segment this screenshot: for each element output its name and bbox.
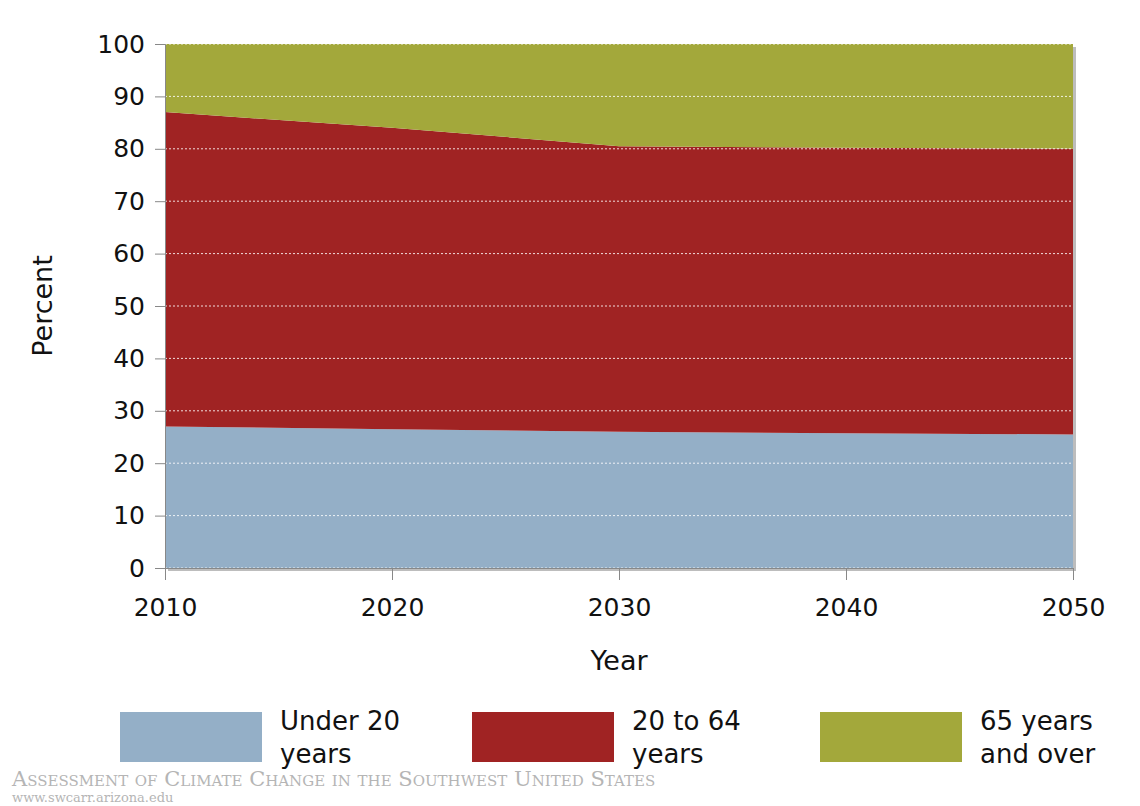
y-tick-mark: [155, 201, 165, 202]
y-tick-mark: [155, 463, 165, 464]
x-tick-label: 2050: [1042, 593, 1106, 622]
y-tick-label: 100: [97, 30, 145, 59]
y-tick: 80: [113, 134, 165, 163]
x-tick-label: 2030: [588, 593, 652, 622]
y-tick-mark: [155, 254, 165, 255]
x-tick: 2030: [588, 568, 652, 622]
grid-line: [165, 306, 1073, 307]
grid-line: [165, 410, 1073, 411]
legend-item: Under 20years: [120, 706, 400, 769]
legend-label: Under 20years: [280, 706, 400, 769]
grid-line: [165, 253, 1073, 254]
x-tick-mark: [165, 568, 166, 580]
grid-line: [165, 463, 1073, 464]
y-axis-line: [155, 45, 166, 569]
y-tick: 50: [113, 292, 165, 321]
y-tick-label: 50: [113, 292, 145, 321]
legend-item: 65 yearsand over: [820, 706, 1095, 769]
series-area: [165, 112, 1073, 434]
y-tick: 30: [113, 396, 165, 425]
y-tick-label: 10: [113, 501, 145, 530]
series-area: [165, 44, 1073, 149]
grid-line: [165, 96, 1073, 97]
plot-area: [165, 44, 1073, 568]
y-tick-label: 20: [113, 449, 145, 478]
x-axis: 2010 2020 2030 2040 2050: [134, 568, 1106, 622]
watermark: Assessment of Climate Change in the Sout…: [11, 767, 655, 791]
x-tick-label: 2040: [815, 593, 879, 622]
y-axis-title: Percent: [27, 255, 58, 357]
legend-swatch: [820, 712, 962, 762]
x-tick-label: 2020: [361, 593, 425, 622]
x-tick-label: 2010: [134, 593, 198, 622]
grid-line: [165, 358, 1073, 359]
x-tick-mark: [846, 568, 847, 580]
y-tick-mark: [155, 358, 165, 359]
grid-line: [165, 515, 1073, 516]
y-tick: 60: [113, 239, 165, 268]
y-tick-label: 80: [113, 134, 145, 163]
y-axis: 0 10 20 30 40 50 60 70 80 90 100: [97, 30, 165, 583]
watermark-url: www.swcarr.arizona.edu: [12, 790, 173, 805]
x-tick: 2050: [1042, 568, 1106, 622]
x-axis-line: [166, 569, 1074, 581]
grid: [165, 44, 1073, 568]
y-tick-label: 40: [113, 344, 145, 373]
y-tick-mark: [155, 44, 165, 45]
y-tick-mark: [155, 306, 165, 307]
legend-label: 65 yearsand over: [980, 706, 1095, 769]
legend-label: 20 to 64years: [632, 706, 741, 769]
y-tick-mark: [155, 149, 165, 150]
legend: Under 20years 20 to 64years 65 yearsand ov…: [120, 706, 1095, 769]
y-tick-mark: [155, 411, 165, 412]
y-tick-mark: [155, 516, 165, 517]
x-tick: 2040: [815, 568, 879, 622]
y-tick: 10: [113, 501, 165, 530]
chart-container: 0102030405060708090100201020202030204020…: [0, 0, 1140, 806]
y-tick: 90: [113, 82, 165, 111]
y-tick-mark: [155, 568, 165, 569]
legend-swatch: [120, 712, 262, 762]
x-tick-mark: [392, 568, 393, 580]
y-tick: 70: [113, 187, 165, 216]
x-tick-mark: [619, 568, 620, 580]
legend-item: 20 to 64years: [472, 706, 741, 769]
y-tick: 0: [129, 554, 165, 583]
chart-svg: 0102030405060708090100201020202030204020…: [0, 0, 1140, 806]
y-tick-label: 30: [113, 396, 145, 425]
y-tick-label: 0: [129, 554, 145, 583]
series-area: [165, 427, 1073, 568]
y-tick-label: 90: [113, 82, 145, 111]
y-tick-label: 60: [113, 239, 145, 268]
x-axis-title: Year: [589, 645, 648, 676]
y-tick-mark: [155, 96, 165, 97]
legend-swatch: [472, 712, 614, 762]
x-tick-mark: [1073, 568, 1074, 580]
y-tick-label: 70: [113, 187, 145, 216]
grid-line: [165, 44, 1073, 45]
plot-background: [165, 44, 1073, 568]
y-tick: 20: [113, 449, 165, 478]
y-tick: 40: [113, 344, 165, 373]
annotations: Assessment of Climate Change in the Sout…: [11, 767, 655, 805]
x-tick: 2020: [361, 568, 425, 622]
grid-line: [165, 201, 1073, 202]
grid-line: [165, 148, 1073, 149]
y-tick: 100: [97, 30, 165, 59]
x-tick: 2010: [134, 568, 198, 622]
